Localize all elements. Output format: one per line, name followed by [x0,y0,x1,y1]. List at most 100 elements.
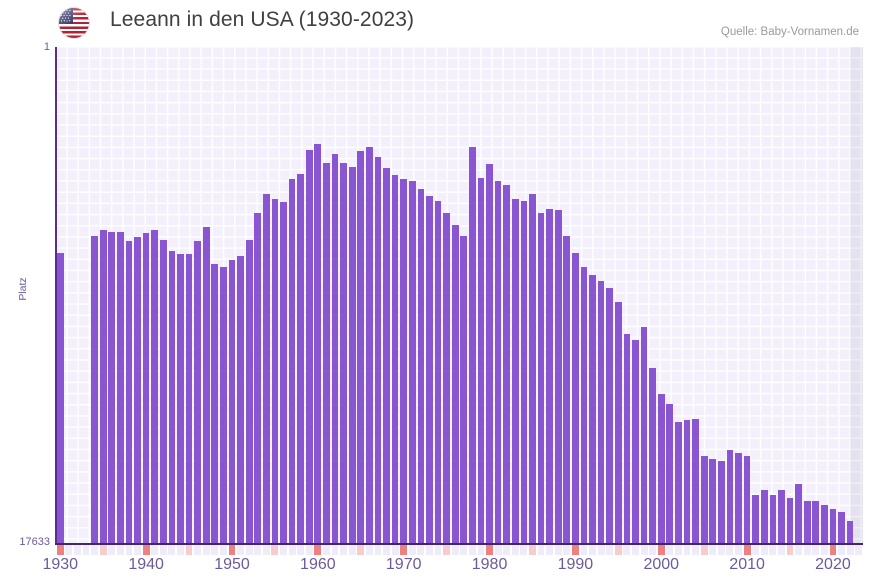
bar[interactable] [614,302,622,544]
bar[interactable] [374,156,382,544]
bar[interactable] [786,497,794,544]
bar[interactable] [280,202,287,544]
bar[interactable] [546,209,553,544]
bar[interactable] [271,199,279,544]
bar[interactable] [735,452,742,544]
bar[interactable] [795,483,802,544]
bar[interactable] [803,500,811,544]
bar[interactable] [640,327,648,544]
bar[interactable] [237,255,244,544]
bar[interactable] [537,213,545,544]
bar[interactable] [417,189,425,544]
bar[interactable] [494,180,502,544]
bar[interactable] [254,213,262,544]
bar[interactable] [408,180,416,544]
bar[interactable] [632,340,639,544]
bar[interactable] [142,233,150,544]
bar[interactable] [323,162,330,544]
bar[interactable] [297,173,304,544]
bar[interactable] [838,512,845,544]
bar[interactable] [220,266,227,544]
bar[interactable] [400,179,408,544]
bar[interactable] [314,144,322,544]
bar[interactable] [228,259,236,544]
no-data-shaded-band [850,47,863,544]
bar[interactable] [503,185,511,544]
bar[interactable] [177,254,184,544]
bar[interactable] [572,252,579,544]
bar[interactable] [623,334,631,544]
bar[interactable] [134,237,141,544]
year-marker-cell [177,545,184,555]
bar[interactable] [99,230,107,544]
bar[interactable] [778,489,785,544]
bar[interactable] [125,241,133,544]
bar[interactable] [194,241,201,544]
bar[interactable] [743,455,751,544]
y-axis-line [55,47,57,544]
bar[interactable] [829,509,837,544]
y-axis-tick-top: 1 [43,41,50,53]
bar[interactable] [486,163,493,544]
bar[interactable] [846,520,854,544]
bar[interactable] [202,227,210,544]
bar[interactable] [580,266,588,544]
year-marker-cell [855,545,863,555]
bar[interactable] [211,264,219,544]
bar[interactable] [589,275,596,544]
bar[interactable] [434,200,442,544]
bar[interactable] [451,224,459,544]
x-axis-tick-1930: 1930 [42,556,79,573]
bar[interactable] [469,147,476,544]
bar[interactable] [692,419,699,544]
bar[interactable] [726,450,734,544]
bar[interactable] [563,235,571,544]
bar[interactable] [606,287,614,544]
bar[interactable] [108,231,116,544]
bar[interactable] [683,420,691,544]
bar[interactable] [812,500,820,544]
bar[interactable] [159,240,167,544]
bar[interactable] [340,162,347,544]
bar[interactable] [245,240,253,544]
bar[interactable] [56,252,64,544]
bar[interactable] [657,393,665,544]
bar[interactable] [383,168,390,544]
bar[interactable] [649,368,656,544]
bar[interactable] [305,149,313,544]
year-marker-cell [546,545,554,555]
bar[interactable] [460,235,468,544]
bar[interactable] [760,489,768,544]
bar[interactable] [331,154,339,544]
bar[interactable] [168,251,176,544]
bar[interactable] [769,495,777,544]
bar[interactable] [91,235,98,544]
bar[interactable] [117,231,124,544]
bar[interactable] [675,421,682,544]
bar[interactable] [511,199,519,544]
bar[interactable] [700,455,708,544]
bar[interactable] [709,458,717,544]
bar[interactable] [348,166,356,544]
bar[interactable] [597,280,605,544]
bar[interactable] [717,461,725,544]
year-marker-cell [108,545,116,555]
bar[interactable] [262,193,270,544]
year-marker-cell [812,545,820,555]
bar[interactable] [520,200,528,544]
bar[interactable] [366,147,373,544]
bar[interactable] [554,210,562,544]
bar[interactable] [821,505,828,544]
bar[interactable] [752,495,760,544]
bar[interactable] [666,403,674,544]
bar[interactable] [151,230,159,544]
bar[interactable] [426,196,433,544]
bar[interactable] [391,175,399,544]
year-marker-cell [211,545,219,555]
bar[interactable] [529,193,536,544]
bar[interactable] [357,151,365,544]
bar[interactable] [477,178,485,544]
bar[interactable] [288,179,296,544]
bar[interactable] [443,213,450,544]
bar[interactable] [185,254,193,544]
